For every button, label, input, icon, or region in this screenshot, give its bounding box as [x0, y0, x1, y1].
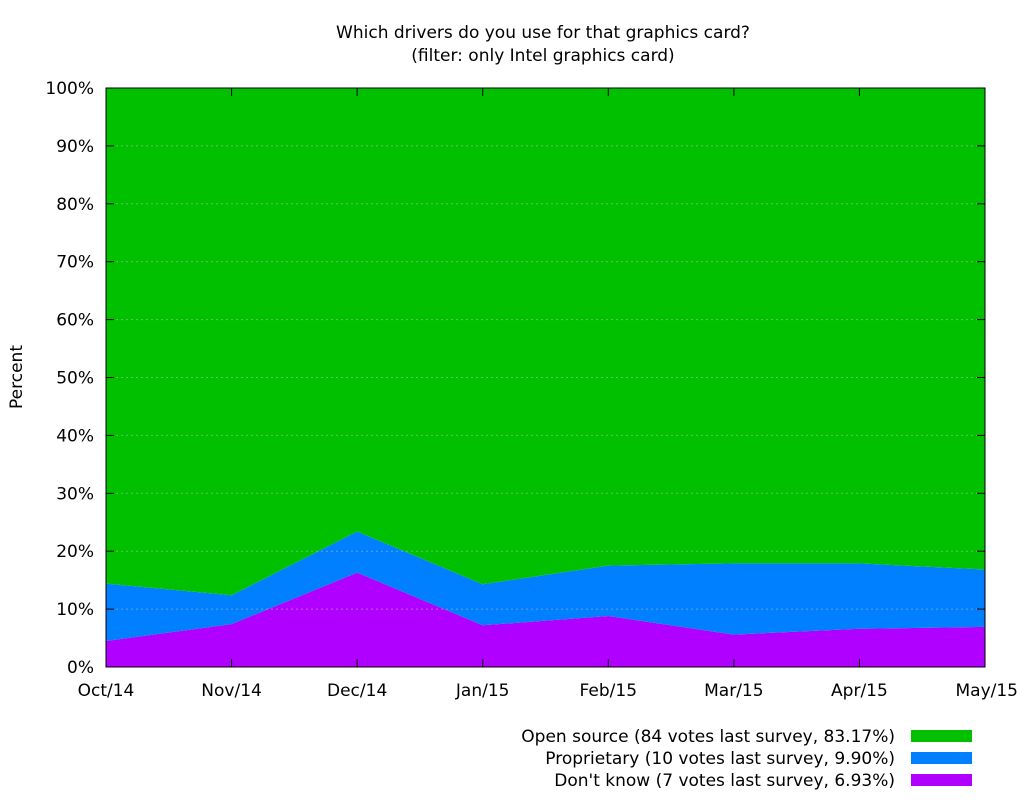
y-tick-label: 80% [56, 195, 94, 215]
gridlines [106, 145, 985, 610]
x-tick-label: Feb/15 [580, 681, 637, 701]
legend-item-proprietary: Proprietary (10 votes last survey, 9.90%… [545, 749, 972, 769]
y-tick-label: 10% [56, 600, 94, 620]
y-axis: 0% 10% 20% 30% 40% 50% 60% 70% 80% 90% 100% [45, 79, 985, 678]
legend-swatch [911, 752, 972, 764]
area-series-group [106, 88, 985, 667]
area-open-source [106, 88, 985, 596]
chart-subtitle: (filter: only Intel graphics card) [411, 46, 674, 66]
x-tick-label: May/15 [955, 681, 1018, 701]
y-tick-label: 100% [45, 79, 94, 99]
legend: Open source (84 votes last survey, 83.17… [521, 727, 972, 791]
x-tick-label: Mar/15 [704, 681, 763, 701]
y-axis-label: Percent [7, 345, 27, 409]
x-tick-label: Apr/15 [831, 681, 888, 701]
y-tick-label: 60% [56, 311, 94, 331]
area-don-t-know [106, 572, 985, 667]
x-axis: Oct/14 Nov/14 Dec/14 Jan/15 Feb/15 Mar/15 Apr/… [78, 88, 1018, 701]
legend-swatch [911, 730, 972, 742]
area-proprietary [106, 531, 985, 641]
legend-label: Open source (84 votes last survey, 83.17… [521, 727, 895, 747]
x-tick-label: Jan/15 [455, 681, 510, 701]
y-tick-label: 90% [56, 137, 94, 157]
chart-title: Which drivers do you use for that graphi… [336, 23, 750, 43]
x-tick-label: Dec/14 [327, 681, 387, 701]
legend-label: Don't know (7 votes last survey, 6.93%) [554, 771, 895, 791]
legend-swatch [911, 774, 972, 786]
y-tick-label: 70% [56, 253, 94, 273]
legend-label: Proprietary (10 votes last survey, 9.90%… [545, 749, 895, 769]
legend-item-open-source: Open source (84 votes last survey, 83.17… [521, 727, 972, 747]
y-tick-label: 20% [56, 542, 94, 562]
x-tick-label: Nov/14 [201, 681, 262, 701]
y-tick-label: 30% [56, 484, 94, 504]
x-tick-label: Oct/14 [78, 681, 135, 701]
y-tick-label: 40% [56, 426, 94, 446]
y-tick-label: 0% [67, 658, 94, 678]
y-tick-label: 50% [56, 369, 94, 389]
legend-item-don-t-know: Don't know (7 votes last survey, 6.93%) [554, 771, 972, 791]
